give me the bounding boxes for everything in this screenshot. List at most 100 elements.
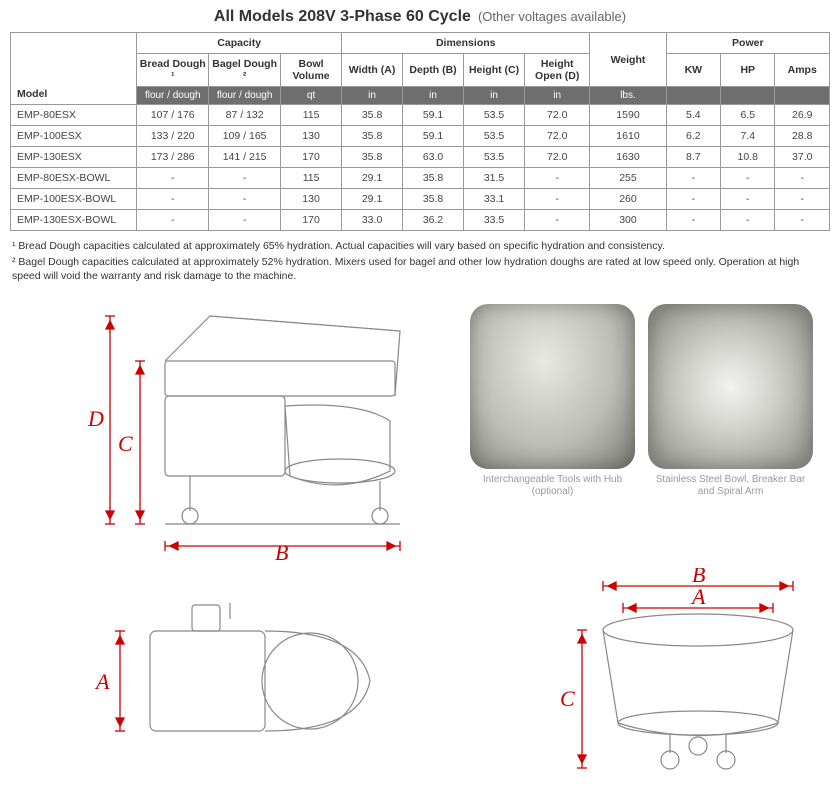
page-title-row: All Models 208V 3-Phase 60 Cycle (Other … [0,0,840,32]
th-weight: Weight [590,33,666,87]
cell-d: 59.1 [403,126,464,147]
cell-h: 53.5 [464,147,525,168]
th-hp: HP [721,54,775,87]
cell-ho: - [525,189,590,210]
cell-kw: 8.7 [666,147,720,168]
th-power: Power [666,33,829,54]
cell-bagel: - [209,168,281,189]
title-main: All Models 208V 3-Phase 60 Cycle [214,8,471,25]
cell-model: EMP-100ESX-BOWL [11,189,137,210]
cell-d: 36.2 [403,210,464,231]
cell-bread: 133 / 220 [137,126,209,147]
diagram-area: D C B Interchangeable Tools with Hub (op… [0,296,840,786]
cell-bagel: - [209,189,281,210]
cell-hp: - [721,189,775,210]
cell-ho: - [525,210,590,231]
cell-wt: 1610 [590,126,666,147]
cell-hp: - [721,168,775,189]
bowl-dim-c: C [560,686,575,711]
cell-bread: - [137,210,209,231]
caption-bowl-2: and Spiral Arm [698,486,764,497]
cell-kw: 5.4 [666,105,720,126]
cell-d: 59.1 [403,105,464,126]
dim-c-label: C [118,431,133,456]
photo-bowl [648,304,813,469]
cell-model: EMP-130ESX [11,147,137,168]
cell-w: 35.8 [342,126,403,147]
cell-bread: - [137,168,209,189]
cell-bread: 173 / 286 [137,147,209,168]
dim-d-label: D [87,406,104,431]
table-row: EMP-80ESX107 / 17687 / 13211535.859.153.… [11,105,830,126]
cell-ho: 72.0 [525,126,590,147]
table-row: EMP-130ESX-BOWL--17033.036.233.5-300--- [11,210,830,231]
cell-hp: - [721,210,775,231]
cell-w: 29.1 [342,189,403,210]
cell-bowl: 170 [281,147,342,168]
th-height: Height (C) [464,54,525,87]
th-bagel: Bagel Dough ² [209,54,281,87]
unit-flour2: flour / dough [209,87,281,105]
cell-bowl: 130 [281,126,342,147]
cell-d: 35.8 [403,168,464,189]
cell-amps: - [775,210,830,231]
bowl-dim-a: A [690,584,706,609]
cell-bowl: 170 [281,210,342,231]
cell-hp: 6.5 [721,105,775,126]
cell-wt: 1630 [590,147,666,168]
cell-h: 31.5 [464,168,525,189]
cell-ho: 72.0 [525,105,590,126]
cell-wt: 255 [590,168,666,189]
cell-bagel: - [209,210,281,231]
cell-kw: - [666,168,720,189]
th-bread: Bread Dough ¹ [137,54,209,87]
cell-bowl: 115 [281,168,342,189]
th-bowl: Bowl Volume [281,54,342,87]
cell-model: EMP-80ESX-BOWL [11,168,137,189]
spec-table: Model Capacity Dimensions Weight Power B… [10,32,830,231]
cell-kw: - [666,189,720,210]
mixer-side-drawing: D C B [60,296,430,561]
th-dimensions: Dimensions [342,33,590,54]
cell-amps: 26.9 [775,105,830,126]
cell-d: 63.0 [403,147,464,168]
cell-model: EMP-100ESX [11,126,137,147]
unit-in1: in [342,87,403,105]
cell-hp: 7.4 [721,126,775,147]
cell-amps: 37.0 [775,147,830,168]
cell-h: 33.5 [464,210,525,231]
th-kw: KW [666,54,720,87]
photo-tools [470,304,635,469]
cell-wt: 300 [590,210,666,231]
th-width: Width (A) [342,54,403,87]
cell-bagel: 87 / 132 [209,105,281,126]
footnote-1: ¹ Bread Dough capacities calculated at a… [12,239,828,253]
table-body: EMP-80ESX107 / 17687 / 13211535.859.153.… [11,105,830,231]
caption-bowl: Stainless Steel Bowl, Breaker Bar and Sp… [648,474,813,499]
table-row: EMP-100ESX-BOWL--13029.135.833.1-260--- [11,189,830,210]
th-capacity: Capacity [137,33,342,54]
cell-kw: 6.2 [666,126,720,147]
cell-wt: 1590 [590,105,666,126]
caption-bowl-1: Stainless Steel Bowl, Breaker Bar [656,474,806,485]
cell-ho: - [525,168,590,189]
table-row: EMP-80ESX-BOWL--11529.135.831.5-255--- [11,168,830,189]
cell-h: 33.1 [464,189,525,210]
unit-lbs: lbs. [590,87,666,105]
footnote-2: ² Bagel Dough capacities calculated at a… [12,255,828,283]
unit-in3: in [464,87,525,105]
footnotes: ¹ Bread Dough capacities calculated at a… [0,231,840,296]
caption-tools-2: (optional) [532,486,574,497]
cell-model: EMP-130ESX-BOWL [11,210,137,231]
cell-w: 35.8 [342,105,403,126]
cell-kw: - [666,210,720,231]
th-amps: Amps [775,54,830,87]
cell-bowl: 130 [281,189,342,210]
unit-kw [666,87,720,105]
cell-amps: 28.8 [775,126,830,147]
cell-bagel: 109 / 165 [209,126,281,147]
caption-tools: Interchangeable Tools with Hub (optional… [470,474,635,499]
unit-qt: qt [281,87,342,105]
title-sub: (Other voltages available) [478,9,626,24]
cell-d: 35.8 [403,189,464,210]
